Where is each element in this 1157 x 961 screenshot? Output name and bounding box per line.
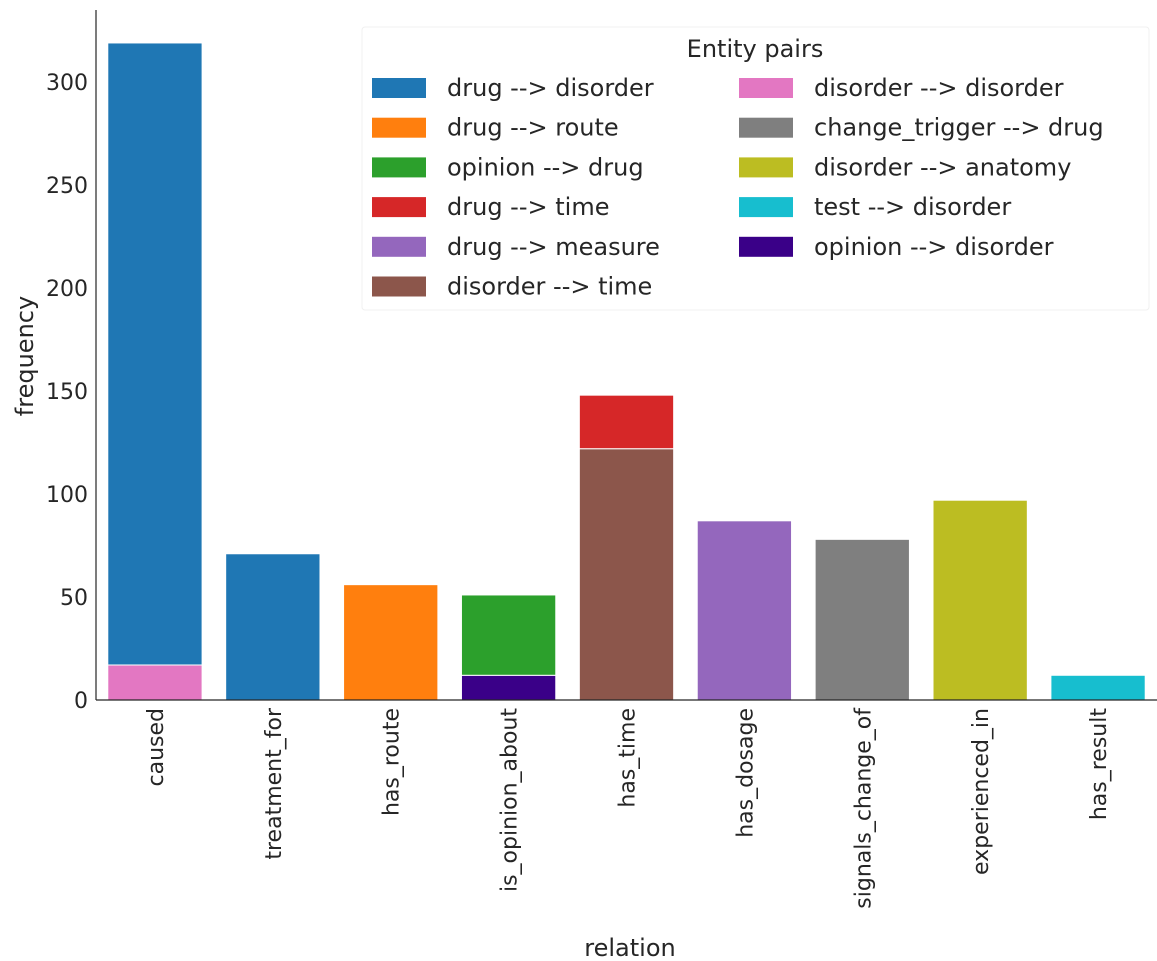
bars-group: [107, 42, 1146, 701]
bar-has-result-test-disorder: [1050, 674, 1146, 701]
legend-swatch: [372, 78, 426, 98]
legend-item-drug-route: drug --> route: [372, 114, 619, 142]
x-axis-label: relation: [584, 934, 675, 961]
legend-swatch: [739, 236, 793, 257]
bar-caused-drug-disorder: [107, 42, 203, 666]
y-tick-label: 300: [46, 71, 88, 96]
x-tick-label-has-dosage: has_dosage: [733, 708, 758, 838]
legend-label: drug --> time: [447, 193, 609, 221]
axes-group: 0 50 100 150 200 250 300 caused treatment_for has…: [46, 10, 1157, 909]
x-tick-label-treatment-for: treatment_for: [262, 707, 287, 860]
x-tick-label-is-opinion-about: is_opinion_about: [498, 708, 523, 892]
bar-signals-change-of-change-trigger-drug: [814, 538, 910, 701]
y-tick-label: 200: [46, 277, 88, 302]
legend-swatch: [372, 157, 426, 178]
y-tick-label: 100: [46, 483, 88, 508]
x-tick-label-has-time: has_time: [616, 708, 641, 808]
legend: Entity pairs drug --> disorder drug --> ro…: [361, 26, 1150, 311]
y-axis-label: frequency: [11, 296, 39, 416]
legend-label: test --> disorder: [814, 193, 1011, 221]
legend-swatch: [739, 197, 793, 218]
bar-treatment-for-drug-disorder: [225, 553, 321, 701]
bar-is-opinion-about-opinion-drug: [460, 594, 557, 676]
x-tick-label-has-result: has_result: [1087, 708, 1112, 821]
legend-item-opinion-drug: opinion --> drug: [372, 153, 644, 181]
legend-item-disorder-disorder: disorder --> disorder: [739, 74, 1064, 102]
legend-swatch: [739, 157, 793, 178]
bar-caused-disorder-disorder: [107, 664, 203, 701]
bar-has-time-disorder-time: [578, 448, 675, 701]
legend-label: disorder --> anatomy: [814, 153, 1071, 181]
legend-label: drug --> disorder: [447, 74, 654, 102]
legend-label: drug --> measure: [447, 233, 660, 261]
bar-has-dosage-drug-measure: [696, 520, 793, 701]
legend-item-drug-measure: drug --> measure: [372, 233, 660, 261]
y-tick-label: 250: [46, 174, 88, 199]
bar-has-time-drug-time: [578, 394, 675, 450]
y-tick-label: 150: [46, 380, 88, 405]
legend-swatch: [372, 276, 426, 297]
y-tick-label: 0: [74, 689, 88, 714]
bar-experienced-in-disorder-anatomy: [932, 499, 1028, 701]
y-tick-label: 50: [60, 586, 88, 611]
bar-is-opinion-about-opinion-disorder: [460, 674, 557, 701]
legend-title: Entity pairs: [687, 35, 824, 63]
x-tick-label-signals-change-of: signals_change_of: [851, 707, 876, 909]
legend-item-disorder-anatomy: disorder --> anatomy: [739, 153, 1071, 181]
x-tick-label-experienced-in: experienced_in: [969, 708, 994, 875]
legend-item-disorder-time: disorder --> time: [372, 273, 652, 301]
legend-swatch: [372, 236, 426, 257]
legend-label: disorder --> disorder: [814, 74, 1064, 102]
legend-swatch: [372, 197, 426, 218]
legend-swatch: [739, 117, 793, 138]
legend-swatch: [739, 78, 793, 98]
legend-item-change-trigger-drug: change_trigger --> drug: [739, 114, 1104, 142]
legend-item-opinion-disorder: opinion --> disorder: [739, 233, 1054, 261]
legend-item-test-disorder: test --> disorder: [739, 193, 1011, 221]
legend-label: change_trigger --> drug: [814, 114, 1104, 142]
legend-label: disorder --> time: [447, 273, 652, 301]
x-tick-label-has-route: has_route: [380, 708, 405, 816]
bar-has-route-drug-route: [343, 584, 439, 701]
legend-item-drug-disorder: drug --> disorder: [372, 74, 654, 102]
legend-label: opinion --> drug: [447, 153, 644, 181]
x-tick-label-caused: caused: [144, 708, 169, 786]
legend-item-drug-time: drug --> time: [372, 193, 609, 221]
legend-label: opinion --> disorder: [814, 233, 1054, 261]
legend-label: drug --> route: [447, 114, 619, 142]
legend-swatch: [372, 117, 426, 138]
